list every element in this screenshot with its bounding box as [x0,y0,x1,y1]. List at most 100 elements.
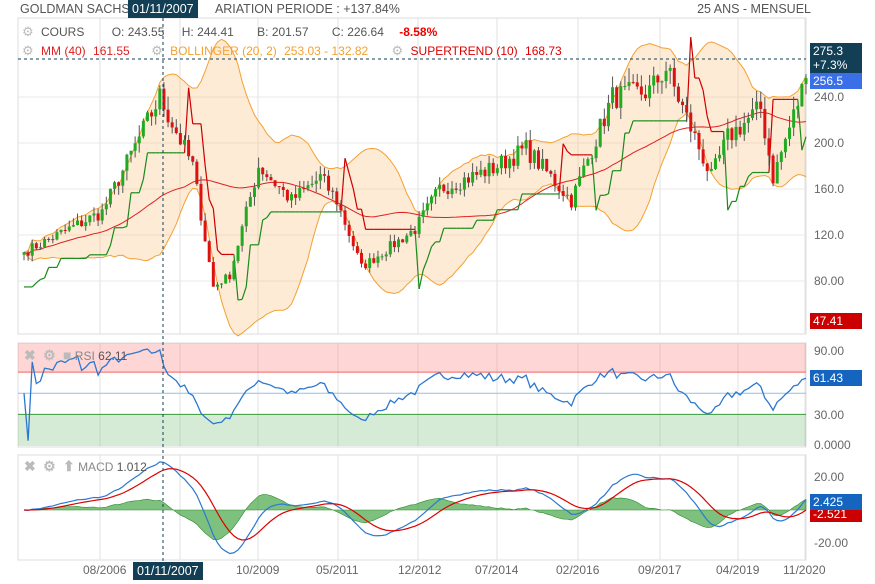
price-tick: 160.0 [814,182,845,196]
candle-body [372,258,376,263]
close-icon[interactable]: ✖ [24,347,36,363]
open-value: O: 243.55 [111,25,165,39]
period-selector[interactable]: 25 ANS - MENSUEL [697,2,811,16]
candle-body [269,177,273,181]
candle-body [763,108,767,139]
gear-icon[interactable]: ⚙ [151,43,163,58]
candle-body [306,185,310,189]
macd-tick: -20.00 [814,536,849,550]
candle-body [203,220,207,242]
candle-body [121,170,125,186]
supertrend-segment [620,132,626,171]
supertrend-segment [85,254,91,259]
candle-body [800,84,804,107]
candle-body [734,126,738,141]
candle-body [631,82,635,84]
candle-body [565,194,569,196]
cours-label: COURS [41,25,85,39]
candle-body [207,241,211,262]
candle-body [450,188,454,195]
supertrend-segment [426,246,433,260]
candle-body [355,246,359,253]
supertrend-segment [604,193,609,196]
candle-body [63,229,67,231]
candle-body [664,70,668,82]
x-tick: 04/2019 [716,563,760,577]
candle-body [215,284,219,287]
candle-body [619,86,623,108]
candle-body [265,174,269,178]
supertrend-segment [204,165,210,200]
supertrend-segment [607,170,614,194]
supertrend-segment [266,211,272,218]
candle-body [594,146,598,159]
candle-body [170,122,174,128]
supertrend-segment [212,208,219,251]
move-icon[interactable]: ■ [62,347,72,363]
supertrend-segment [414,229,420,290]
supertrend-segment [727,201,733,211]
candle-body [454,188,458,190]
x-tick: 10/2009 [236,563,280,577]
supertrend-segment [690,37,696,79]
candle-body [191,156,195,162]
candle-body [314,180,318,184]
x-tick: 02/2016 [556,563,600,577]
supertrend-segment [768,99,774,173]
candle-body [257,167,261,188]
arrow-up-icon[interactable]: ⬆ [62,458,75,474]
gear-icon[interactable]: ⚙ [22,24,34,39]
candle-body [779,152,783,163]
supertrend-segment [56,258,62,268]
candle-body [150,112,154,117]
supertrend-segment [595,195,601,211]
candle-body [676,86,680,102]
candle-body [689,112,693,132]
candle-body [67,226,71,231]
supertrend-segment [628,120,634,134]
candle-body [236,245,240,262]
close-value: C: 226.64 [331,25,384,39]
candle-body [623,86,627,88]
candle-body [59,229,63,233]
supertrend-segment [40,277,45,281]
price-tick: 120.0 [814,228,845,242]
change-value: -8.58% [399,25,438,39]
gear-icon[interactable]: ⚙ [43,458,56,474]
supertrend-segment [743,176,749,187]
supertrend-segment [591,154,597,211]
supertrend-value: 168.73 [525,44,562,58]
candle-body [339,204,343,211]
chart-title: GOLDMAN SACHS G ARIATION PERIODE : +137.8… [20,2,400,16]
candle-body [261,167,265,175]
candle-body [224,274,228,284]
candle-body [775,162,779,184]
candle-body [796,106,800,110]
supertrend-segment [472,219,478,229]
candle-body [351,235,355,247]
supertrend-segment [360,209,367,230]
gear-icon[interactable]: ⚙ [43,347,56,363]
candle-body [273,180,277,187]
supertrend-segment [35,278,41,284]
candle-body [211,261,215,287]
supertrend-segment [142,152,149,180]
gear-icon[interactable]: ⚙ [22,43,34,58]
candle-body [187,139,191,157]
price-tick: 200.0 [814,136,845,150]
close-icon[interactable]: ✖ [24,458,36,474]
supertrend-segment [208,199,214,209]
candle-body [401,239,405,243]
candle-body [438,184,442,190]
candle-body [606,102,610,127]
candle-body [248,196,252,207]
gear-icon[interactable]: ⚙ [391,43,404,58]
crosshair-price-badge: 275.3 +7.3% [810,43,862,73]
x-tick: 11/2020 [783,563,826,577]
crosshair-date-top: 01/11/2007 [128,0,198,18]
x-tick: 05/2011 [316,563,359,577]
candle-body [656,75,660,83]
candle-body [541,158,545,169]
x-tick: 08/2006 [83,563,127,577]
